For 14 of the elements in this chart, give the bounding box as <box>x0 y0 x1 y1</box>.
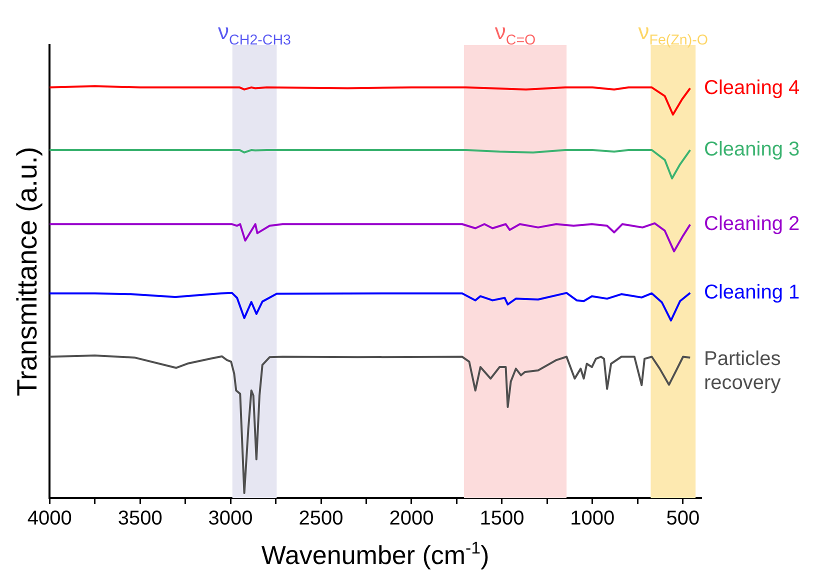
series-label: Cleaning 3 <box>704 138 800 161</box>
x-tick-label: 1000 <box>570 508 615 530</box>
series-label: Particles recovery <box>704 348 781 394</box>
x-tick-label: 500 <box>666 508 700 530</box>
x-tick-label: 1500 <box>480 508 524 530</box>
series-label: Cleaning 4 <box>704 76 800 99</box>
series-label: Cleaning 1 <box>704 281 800 304</box>
series-label: Cleaning 2 <box>704 213 800 236</box>
x-tick-label: 4000 <box>27 508 72 530</box>
x-tick-label: 2000 <box>389 508 434 530</box>
y-axis-title: Transmittance (a.u.) <box>12 146 43 396</box>
x-tick-label: 3500 <box>118 508 162 530</box>
x-tick-label: 2500 <box>298 508 344 530</box>
x-tick-label: 3000 <box>208 508 253 530</box>
